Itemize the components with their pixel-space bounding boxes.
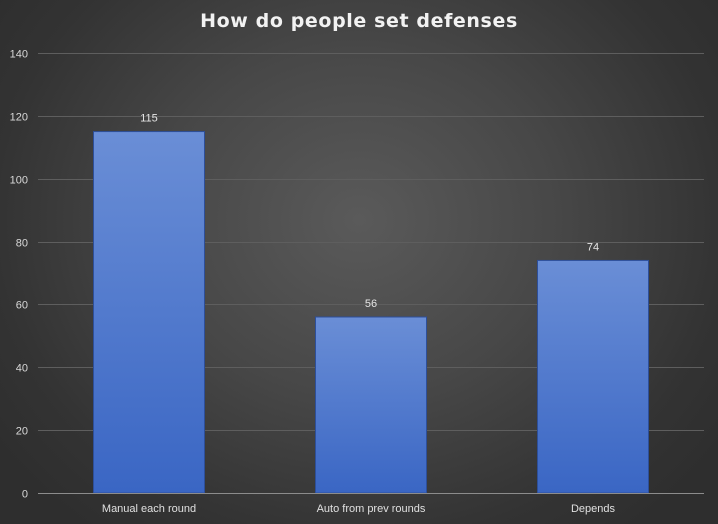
bars: [93, 131, 649, 494]
y-tick-label-120: 120: [10, 112, 28, 124]
x-tick-label-3: Depends: [571, 503, 616, 515]
data-label-3: 74: [587, 241, 599, 253]
y-tick-label-80: 80: [16, 238, 28, 250]
y-tick-label-0: 0: [22, 489, 28, 501]
y-tick-label-60: 60: [16, 300, 28, 312]
data-label-1: 115: [140, 113, 158, 125]
y-tick-label-40: 40: [16, 363, 28, 375]
bar-2: [315, 316, 427, 494]
bar-1: [93, 131, 205, 494]
y-tick-label-20: 20: [16, 426, 28, 438]
chart-title: How do people set defenses: [200, 10, 518, 32]
y-tick-label-140: 140: [10, 49, 28, 61]
labels: 0 20 40 60 80 100 120 140 115 Manual each round 56…: [10, 49, 616, 516]
bar-3: [537, 259, 649, 494]
y-tick-label-100: 100: [10, 175, 28, 187]
data-label-2: 56: [365, 298, 377, 310]
x-tick-label-1: Manual each round: [102, 503, 196, 515]
x-tick-label-2: Auto from prev rounds: [317, 503, 426, 515]
